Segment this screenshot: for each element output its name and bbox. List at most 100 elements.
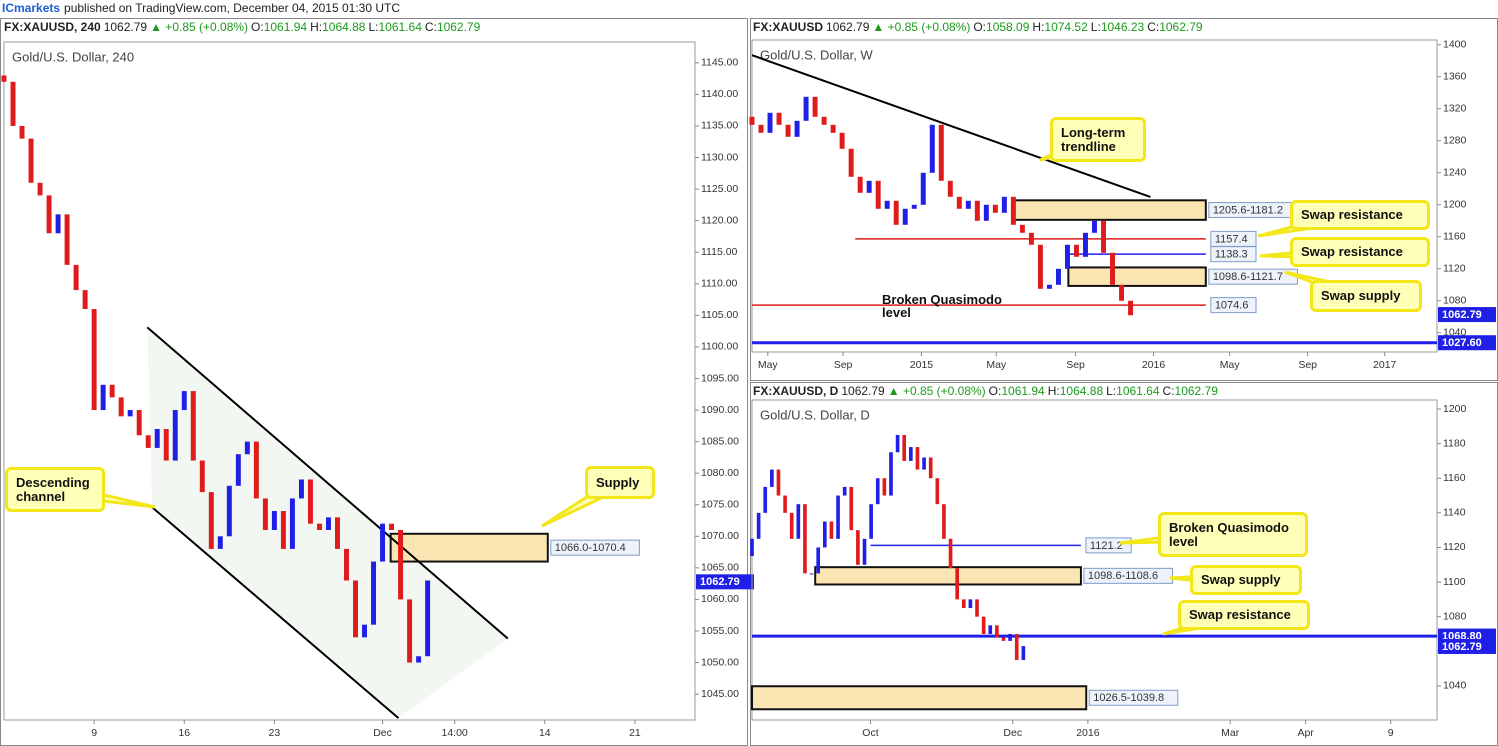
y-tick-label: 1050.00 bbox=[701, 656, 739, 668]
candle bbox=[362, 624, 368, 638]
zone bbox=[751, 685, 1088, 711]
last-price: 1062.79 bbox=[841, 384, 885, 398]
ohlc-value: 1062.79 bbox=[436, 20, 481, 34]
y-tick-label: 1240 bbox=[1443, 167, 1467, 179]
callout: Supply bbox=[585, 466, 655, 499]
ohlc-value: 1062.79 bbox=[1159, 20, 1203, 34]
candle bbox=[46, 195, 52, 234]
chart-title: Gold/U.S. Dollar, 240 bbox=[12, 49, 134, 64]
candle bbox=[756, 512, 761, 539]
price-tag bbox=[1438, 307, 1496, 323]
candle bbox=[1119, 284, 1125, 301]
y-tick-label: 1400 bbox=[1443, 39, 1467, 51]
candle bbox=[830, 124, 836, 133]
ohlc-value: 1064.88 bbox=[1059, 384, 1104, 398]
zone-label-bg bbox=[1088, 689, 1179, 706]
candle bbox=[1055, 268, 1061, 285]
candle bbox=[298, 479, 304, 499]
candle bbox=[154, 428, 160, 448]
x-tick-label: 2017 bbox=[1373, 359, 1397, 371]
ohlc-key: H: bbox=[310, 20, 323, 34]
change: ▲ +0.85 (+0.08%) bbox=[150, 20, 249, 34]
candle bbox=[842, 486, 847, 496]
candle bbox=[965, 200, 971, 209]
candle bbox=[1128, 300, 1134, 316]
candle bbox=[1001, 637, 1006, 641]
candle bbox=[1028, 232, 1034, 245]
y-tick-label: 1200 bbox=[1443, 403, 1467, 415]
candle bbox=[849, 486, 854, 531]
candle bbox=[902, 434, 907, 461]
candle bbox=[1101, 220, 1106, 253]
candle bbox=[856, 530, 860, 565]
candle bbox=[935, 478, 940, 505]
y-tick-label: 1140.00 bbox=[701, 88, 738, 100]
candle bbox=[915, 447, 920, 470]
y-tick-label: 1160 bbox=[1443, 231, 1466, 243]
ohlc-value: 1061.94 bbox=[1001, 384, 1045, 398]
candle bbox=[992, 204, 998, 213]
candle bbox=[407, 599, 413, 663]
candle bbox=[875, 180, 881, 209]
zone-label: 1098.6-1121.7 bbox=[1213, 271, 1283, 283]
trendline bbox=[751, 54, 1151, 198]
candle bbox=[217, 536, 223, 549]
candle bbox=[942, 504, 946, 539]
level-label-bg bbox=[1210, 246, 1257, 263]
level-label-bg bbox=[1210, 297, 1257, 314]
change: ▲ +0.85 (+0.08%) bbox=[872, 20, 971, 34]
candle bbox=[763, 486, 768, 513]
candle bbox=[988, 625, 993, 634]
x-tick-label: 21 bbox=[629, 727, 641, 739]
candle bbox=[398, 529, 404, 600]
price-tag bbox=[1438, 335, 1496, 351]
candle bbox=[821, 116, 827, 125]
candle bbox=[895, 434, 900, 453]
y-tick-label: 1125.00 bbox=[701, 183, 738, 195]
candle bbox=[55, 214, 61, 234]
price-tag-label: 1062.79 bbox=[700, 576, 740, 588]
level-label: 1157.4 bbox=[1215, 233, 1248, 245]
candle bbox=[226, 485, 232, 537]
x-tick-label: 2016 bbox=[1076, 727, 1100, 739]
trendline bbox=[151, 506, 400, 719]
x-tick-label: 23 bbox=[269, 727, 281, 739]
callout: Swap resistance bbox=[1290, 237, 1430, 267]
price-tag bbox=[1438, 638, 1496, 654]
x-tick-label: May bbox=[758, 359, 779, 371]
price-tag-label: 1027.60 bbox=[1442, 337, 1482, 349]
candle bbox=[938, 124, 944, 181]
candle bbox=[783, 495, 787, 513]
zone-label: 1026.5-1039.8 bbox=[1093, 692, 1164, 704]
candle bbox=[416, 656, 422, 663]
y-tick-label: 1135.00 bbox=[701, 120, 738, 132]
x-tick-label: Sep bbox=[1298, 359, 1317, 371]
candle bbox=[1021, 646, 1026, 660]
candle bbox=[253, 441, 259, 499]
candle bbox=[118, 397, 124, 417]
ohlc-key: L: bbox=[368, 20, 379, 34]
x-tick-label: Sep bbox=[834, 359, 853, 371]
candle bbox=[73, 264, 79, 291]
plot-area bbox=[3, 41, 696, 721]
y-tick-label: 1080.00 bbox=[701, 467, 739, 479]
candle bbox=[244, 441, 250, 455]
y-tick-label: 1130.00 bbox=[701, 151, 738, 163]
candle bbox=[836, 495, 840, 539]
candle bbox=[983, 204, 989, 221]
candle bbox=[893, 200, 899, 225]
candle bbox=[884, 200, 890, 209]
candle bbox=[981, 616, 986, 634]
y-tick-label: 1080 bbox=[1443, 295, 1467, 307]
candle bbox=[974, 200, 980, 221]
symbol: FX:XAUUSD bbox=[753, 20, 824, 34]
candle bbox=[947, 180, 953, 197]
y-tick-label: 1060.00 bbox=[701, 593, 739, 605]
ohlc-key: O: bbox=[251, 20, 264, 34]
candle bbox=[28, 138, 34, 183]
y-tick-label: 1090.00 bbox=[701, 404, 739, 416]
ohlc-key: H: bbox=[1032, 20, 1045, 34]
candle bbox=[136, 410, 142, 436]
x-tick-label: 2015 bbox=[910, 359, 934, 371]
